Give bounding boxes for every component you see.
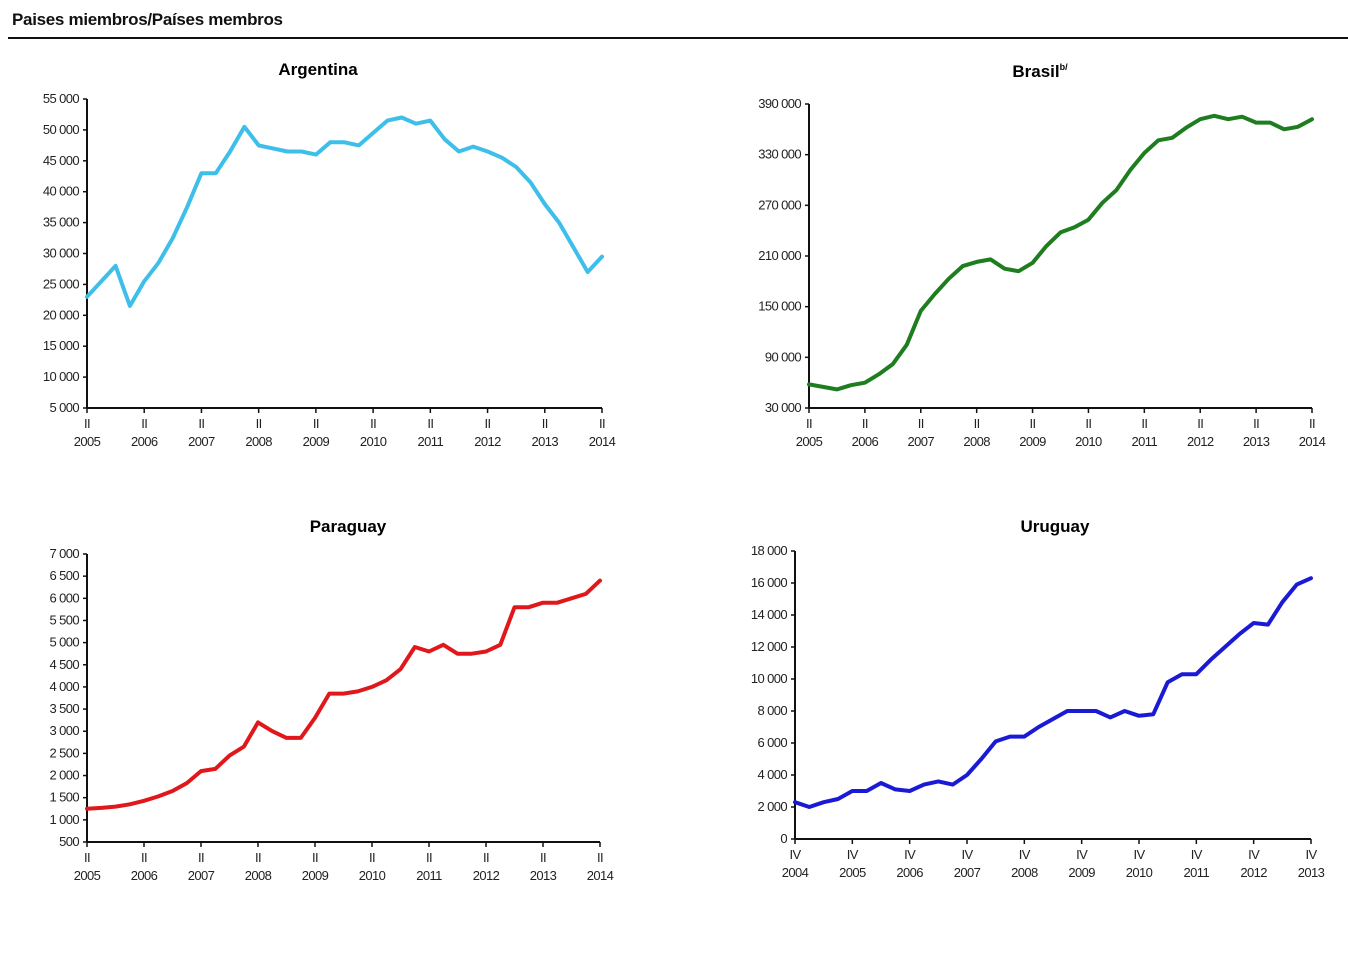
x-tick-year-label: 2008 (1011, 865, 1038, 880)
y-tick-label: 8 000 (757, 703, 787, 718)
data-point (994, 739, 998, 743)
data-point (1123, 709, 1127, 713)
x-tick-quarter-label: IV (1019, 847, 1031, 862)
data-point (1080, 709, 1084, 713)
x-tick-quarter-label: IV (904, 847, 916, 862)
x-tick-quarter-label: IV (847, 847, 859, 862)
data-point (951, 783, 955, 787)
x-tick-year-label: 2010 (1126, 865, 1153, 880)
y-tick-label: 12 000 (751, 639, 788, 654)
data-point (936, 779, 940, 783)
y-tick-label: 2 000 (757, 799, 787, 814)
data-point (965, 773, 969, 777)
data-point (1108, 715, 1112, 719)
data-point (836, 797, 840, 801)
x-tick-year-label: 2007 (954, 865, 981, 880)
data-point (1295, 583, 1299, 587)
data-point (1280, 600, 1284, 604)
data-point (1180, 672, 1184, 676)
data-point (1051, 717, 1055, 721)
data-point (1137, 714, 1141, 718)
x-tick-quarter-label: IV (1133, 847, 1145, 862)
x-tick-year-label: 2012 (1240, 865, 1267, 880)
data-point (908, 789, 912, 793)
x-tick-quarter-label: IV (1305, 847, 1317, 862)
data-point (1194, 672, 1198, 676)
x-tick-year-label: 2005 (839, 865, 866, 880)
data-point (1237, 632, 1241, 636)
y-tick-label: 0 (780, 831, 787, 846)
y-tick-label: 18 000 (751, 543, 788, 558)
data-point (865, 789, 869, 793)
data-point (1022, 735, 1026, 739)
data-point (1008, 735, 1012, 739)
data-point (893, 787, 897, 791)
data-point (1037, 725, 1041, 729)
y-tick-label: 14 000 (751, 607, 788, 622)
x-tick-year-label: 2004 (782, 865, 809, 880)
data-point (1151, 712, 1155, 716)
data-point (1209, 658, 1213, 662)
data-point (1223, 645, 1227, 649)
chart-title: Uruguay (1021, 517, 1091, 536)
x-tick-quarter-label: IV (1248, 847, 1260, 862)
data-point (1094, 709, 1098, 713)
data-point (822, 800, 826, 804)
data-point (1166, 680, 1170, 684)
y-tick-label: 4 000 (757, 767, 787, 782)
data-point (807, 805, 811, 809)
data-point (1266, 623, 1270, 627)
y-tick-label: 16 000 (751, 575, 788, 590)
x-tick-quarter-label: IV (961, 847, 973, 862)
data-point (979, 757, 983, 761)
x-tick-year-label: 2013 (1298, 865, 1325, 880)
data-point (1065, 709, 1069, 713)
y-tick-label: 10 000 (751, 671, 788, 686)
y-tick-label: 6 000 (757, 735, 787, 750)
data-point (850, 789, 854, 793)
x-tick-year-label: 2009 (1068, 865, 1095, 880)
data-point (1309, 576, 1313, 580)
series-line-uruguay (795, 578, 1311, 807)
x-tick-quarter-label: IV (789, 847, 801, 862)
data-point (922, 783, 926, 787)
data-point (879, 781, 883, 785)
x-tick-quarter-label: IV (1076, 847, 1088, 862)
data-point (1252, 621, 1256, 625)
x-tick-year-label: 2006 (896, 865, 923, 880)
data-point (793, 800, 797, 804)
x-tick-year-label: 2011 (1184, 865, 1210, 880)
x-tick-quarter-label: IV (1191, 847, 1203, 862)
